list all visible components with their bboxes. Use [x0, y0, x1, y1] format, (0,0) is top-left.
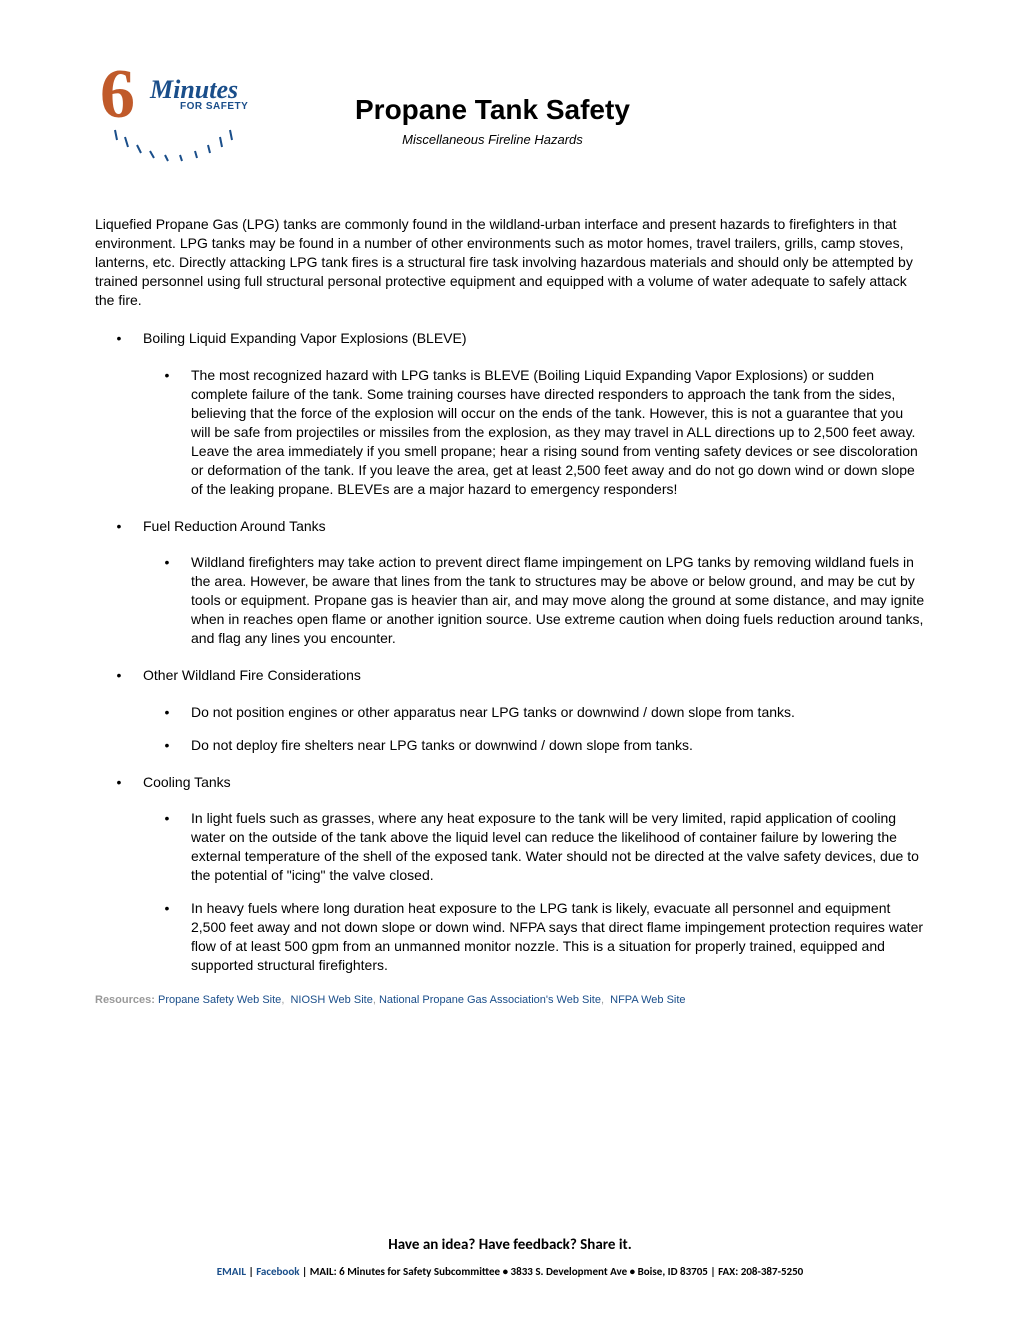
item-text: Wildland firefighters may take action to…	[191, 553, 925, 647]
logo-ticks-icon	[105, 125, 245, 175]
footer-fax: FAX: 208-387-5250	[718, 1265, 803, 1278]
bullet-icon: •	[95, 666, 143, 685]
section-item: • In heavy fuels where long duration hea…	[95, 899, 925, 975]
section: • Cooling Tanks • In light fuels such as…	[95, 773, 925, 975]
intro-paragraph: Liquefied Propane Gas (LPG) tanks are co…	[95, 215, 925, 309]
footer-mail: MAIL: 6 Minutes for Safety Subcommittee …	[310, 1265, 708, 1278]
logo: 6 Minutes FOR SAFETY	[95, 50, 275, 170]
section-item: • Do not position engines or other appar…	[95, 703, 925, 722]
resource-link[interactable]: National Propane Gas Association's Web S…	[379, 994, 601, 1006]
document-header: 6 Minutes FOR SAFETY Propane Tank Safety…	[95, 50, 925, 170]
resources-line: Resources: Propane Safety Web Site, NIOS…	[95, 993, 925, 1008]
section-item: • In light fuels such as grasses, where …	[95, 809, 925, 885]
item-text: Do not position engines or other apparat…	[191, 703, 925, 722]
section: • Boiling Liquid Expanding Vapor Explosi…	[95, 329, 925, 498]
section-heading: Boiling Liquid Expanding Vapor Explosion…	[143, 329, 925, 348]
bullet-icon: •	[95, 736, 191, 755]
page-subtitle: Miscellaneous Fireline Hazards	[355, 131, 630, 149]
section-heading: Cooling Tanks	[143, 773, 925, 792]
resource-link[interactable]: NIOSH Web Site	[290, 994, 372, 1006]
item-text: The most recognized hazard with LPG tank…	[191, 366, 925, 498]
resource-link[interactable]: NFPA Web Site	[610, 994, 685, 1006]
footer-contact: EMAIL | Facebook | MAIL: 6 Minutes for S…	[95, 1265, 925, 1280]
section-item: • The most recognized hazard with LPG ta…	[95, 366, 925, 498]
section-heading: Fuel Reduction Around Tanks	[143, 517, 925, 536]
title-block: Propane Tank Safety Miscellaneous Fireli…	[355, 91, 630, 148]
section: • Fuel Reduction Around Tanks • Wildland…	[95, 517, 925, 648]
logo-subtext: FOR SAFETY	[180, 100, 248, 114]
section-item: • Wildland firefighters may take action …	[95, 553, 925, 647]
bullet-icon: •	[95, 553, 191, 647]
bullet-icon: •	[95, 329, 143, 348]
item-text: Do not deploy fire shelters near LPG tan…	[191, 736, 925, 755]
resources-label: Resources:	[95, 994, 155, 1006]
section-item: • Do not deploy fire shelters near LPG t…	[95, 736, 925, 755]
item-text: In heavy fuels where long duration heat …	[191, 899, 925, 975]
page-title: Propane Tank Safety	[355, 91, 630, 129]
resource-link[interactable]: Propane Safety Web Site	[158, 994, 281, 1006]
section: • Other Wildland Fire Considerations • D…	[95, 666, 925, 755]
footer: Have an idea? Have feedback? Share it. E…	[95, 1235, 925, 1280]
section-heading: Other Wildland Fire Considerations	[143, 666, 925, 685]
content-list: • Boiling Liquid Expanding Vapor Explosi…	[95, 329, 925, 974]
footer-heading: Have an idea? Have feedback? Share it.	[95, 1235, 925, 1255]
bullet-icon: •	[95, 809, 191, 885]
bullet-icon: •	[95, 366, 191, 498]
item-text: In light fuels such as grasses, where an…	[191, 809, 925, 885]
footer-email-link[interactable]: EMAIL	[217, 1265, 246, 1278]
bullet-icon: •	[95, 773, 143, 792]
footer-facebook-link[interactable]: Facebook	[256, 1265, 299, 1278]
bullet-icon: •	[95, 517, 143, 536]
bullet-icon: •	[95, 899, 191, 975]
bullet-icon: •	[95, 703, 191, 722]
